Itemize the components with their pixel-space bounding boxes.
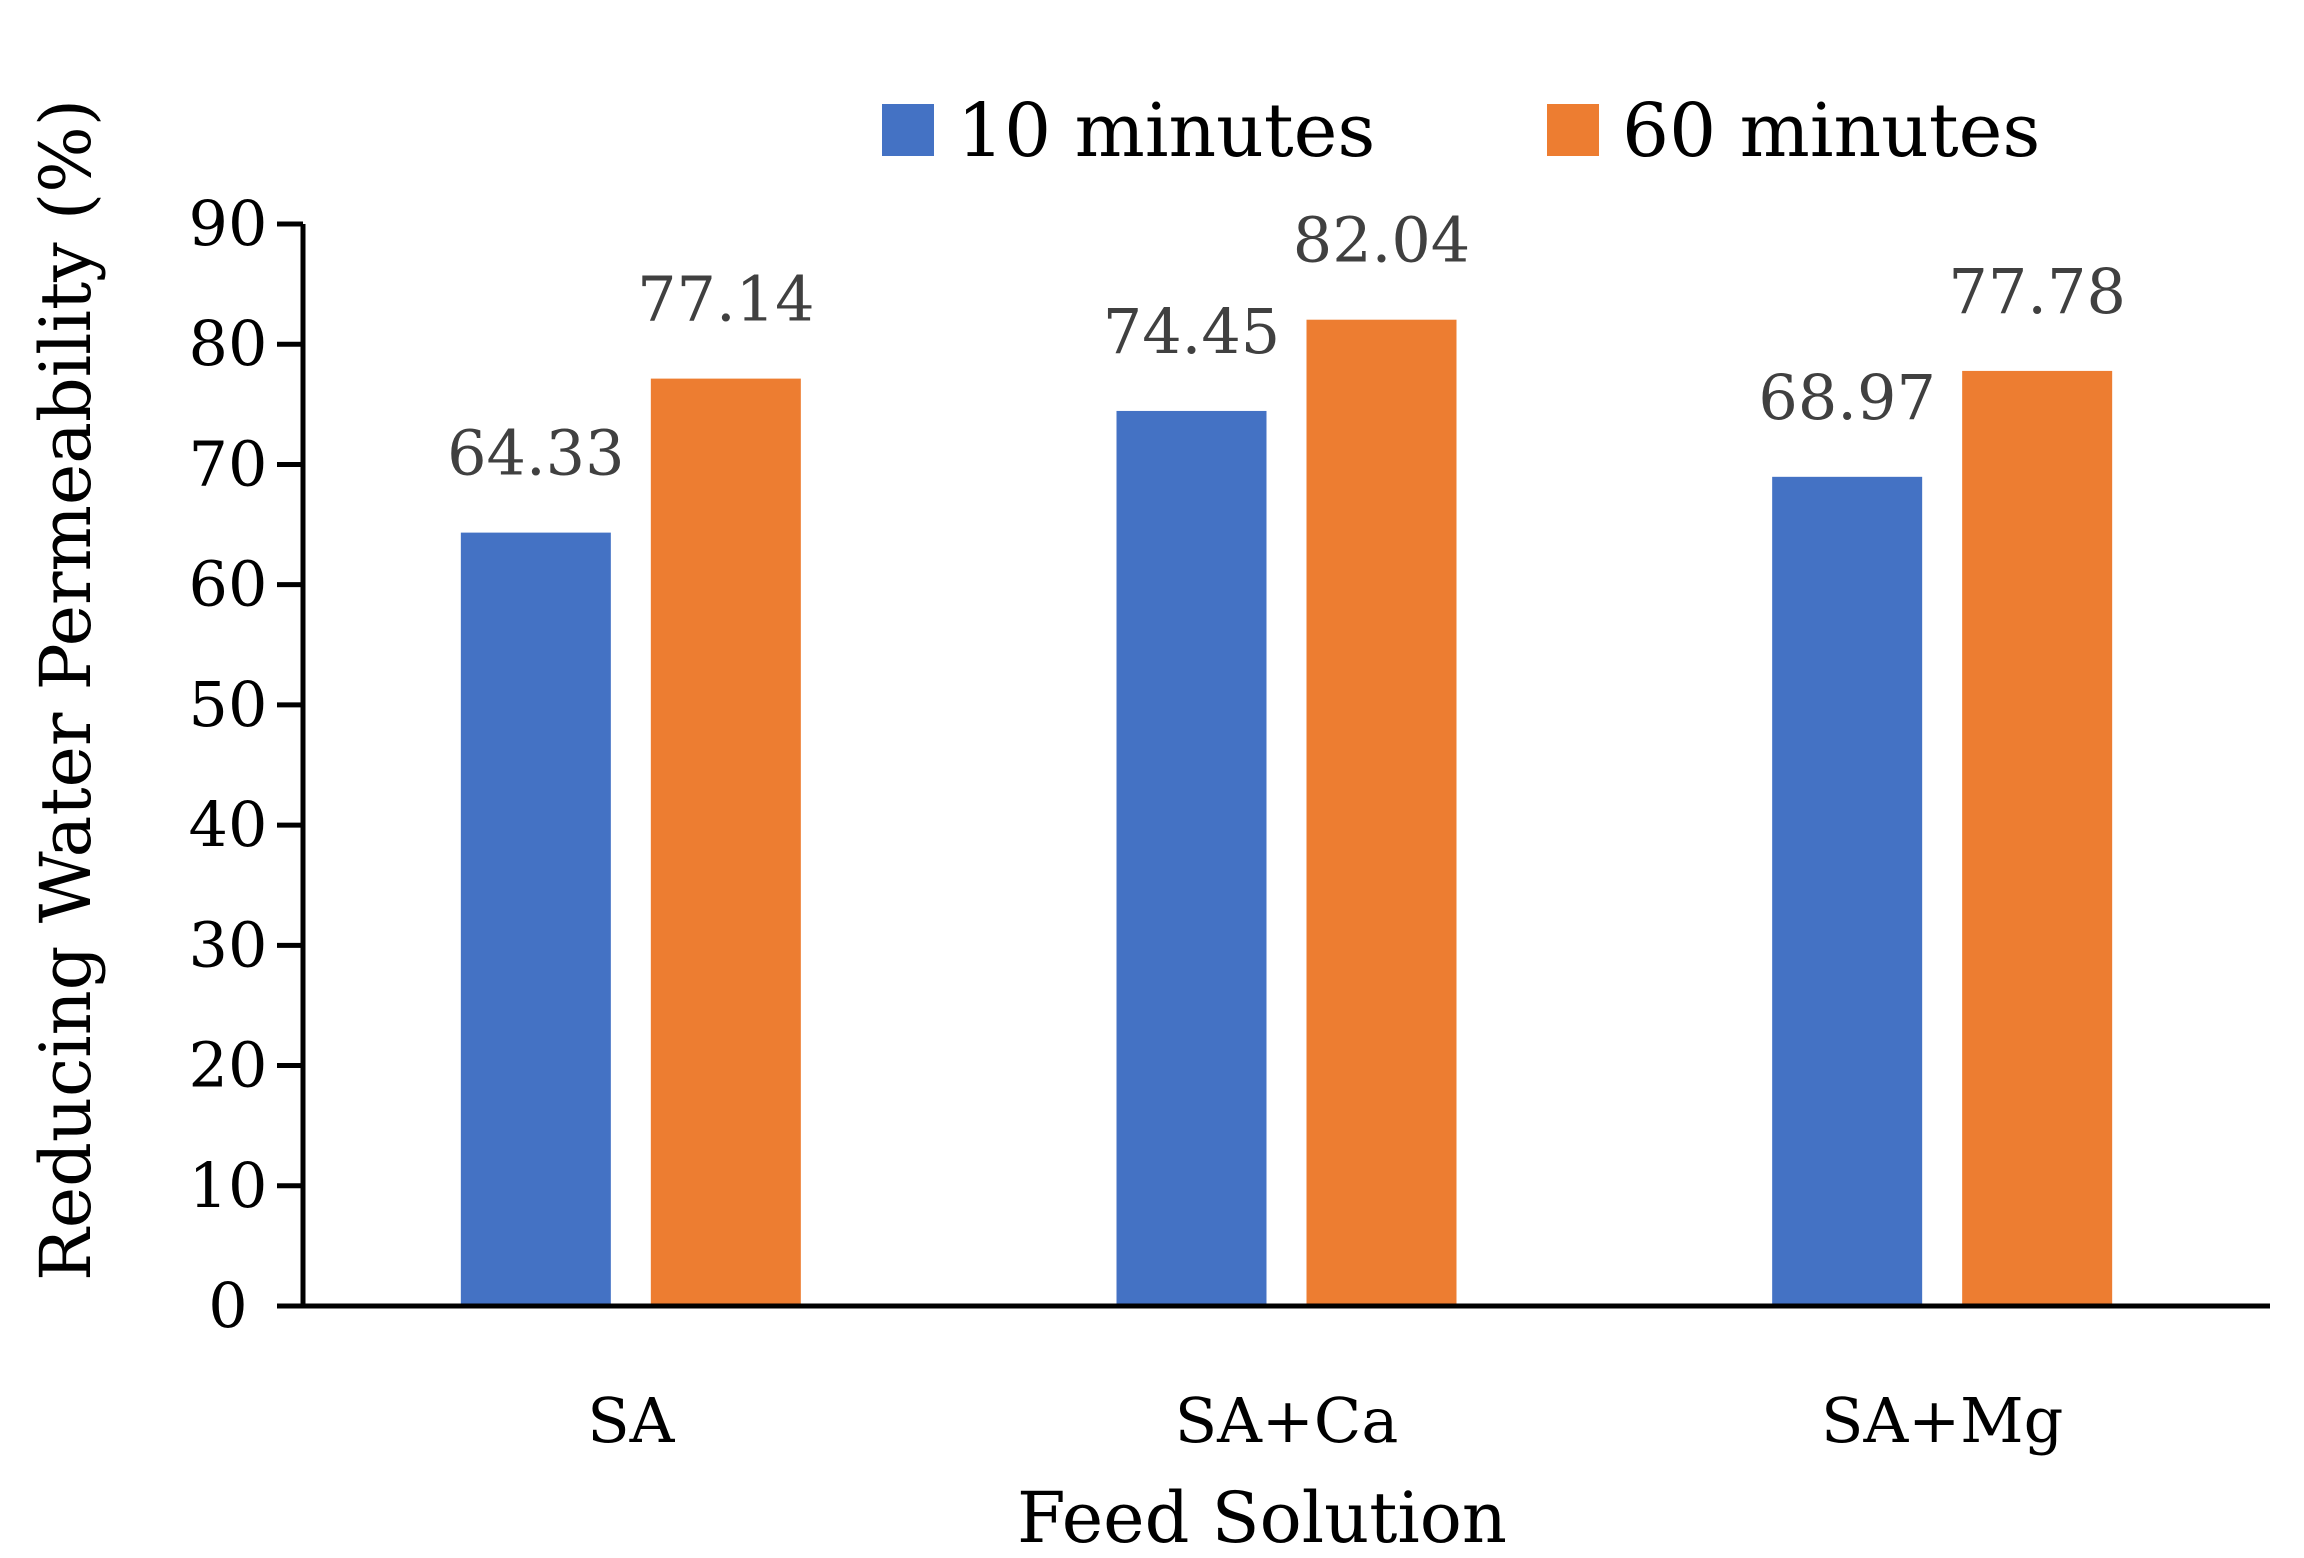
legend-label-60-minutes: 60 minutes xyxy=(1622,88,2040,174)
y-tick-label: 10 xyxy=(189,1149,268,1222)
legend: 10 minutes 60 minutes xyxy=(882,88,2040,174)
y-tick-label: 90 xyxy=(189,187,268,260)
legend-swatch-60-minutes xyxy=(1547,104,1599,156)
legend-swatch-10-minutes xyxy=(882,104,934,156)
x-category-label: SA+Ca xyxy=(1175,1384,1399,1457)
data-label: 64.33 xyxy=(447,417,625,490)
y-tick-label: 60 xyxy=(189,548,268,621)
y-tick-label: 20 xyxy=(189,1029,268,1102)
y-tick-label: 0 xyxy=(208,1269,247,1342)
bars-layer xyxy=(460,319,2113,1306)
y-ticks-layer: 0 10 20 30 40 50 60 70 80 90 xyxy=(189,187,303,1342)
bar-10-minutes-SA xyxy=(460,532,611,1306)
bar-10-minutes-SA-Ca xyxy=(1116,410,1267,1306)
x-category-label: SA+Mg xyxy=(1821,1384,2063,1457)
data-label: 77.78 xyxy=(1948,255,2126,328)
x-axis-title: Feed Solution xyxy=(1017,1477,1507,1554)
y-axis-title: Reducing Water Permeability (%) xyxy=(25,99,107,1281)
y-tick-label: 30 xyxy=(189,908,268,981)
x-category-layer: SA SA+Ca SA+Mg xyxy=(587,1384,2063,1457)
data-label: 82.04 xyxy=(1293,204,1471,277)
bar-60-minutes-SA-Mg xyxy=(1962,370,2113,1306)
bar-10-minutes-SA-Mg xyxy=(1772,476,1923,1306)
bar-60-minutes-SA xyxy=(650,378,801,1306)
y-tick-label: 40 xyxy=(189,788,268,861)
y-tick-label: 70 xyxy=(189,427,268,500)
y-tick-label: 50 xyxy=(189,668,268,741)
bar-60-minutes-SA-Ca xyxy=(1306,319,1457,1306)
data-label: 74.45 xyxy=(1103,295,1281,368)
x-category-label: SA xyxy=(587,1384,675,1457)
y-tick-label: 80 xyxy=(189,307,268,380)
legend-label-10-minutes: 10 minutes xyxy=(957,88,1375,174)
data-label: 77.14 xyxy=(637,263,815,336)
data-label: 68.97 xyxy=(1758,361,1936,434)
